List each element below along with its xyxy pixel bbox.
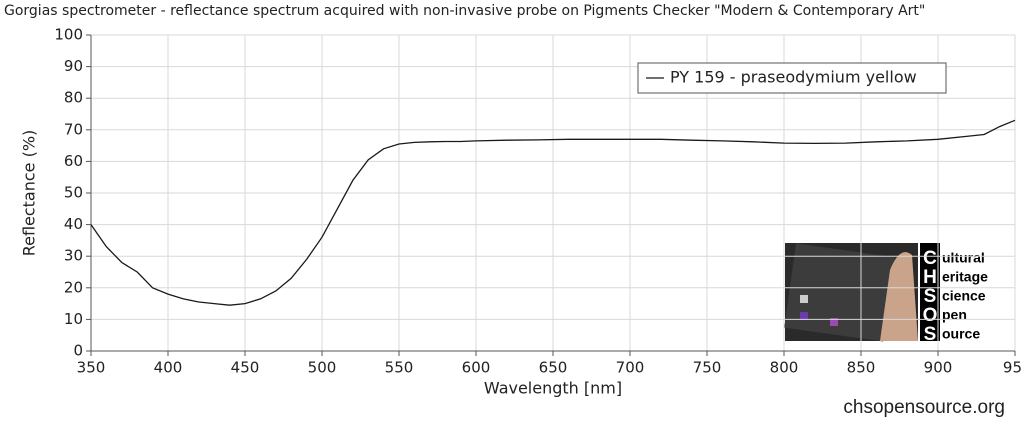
logo-photo-hand — [880, 252, 918, 341]
x-tick-label: 500 — [308, 359, 337, 377]
x-tick-label: 600 — [462, 359, 491, 377]
chart-title: Gorgias spectrometer - reflectance spect… — [4, 3, 925, 19]
x-tick-label: 800 — [770, 359, 799, 377]
x-tick-label: 900 — [924, 359, 953, 377]
logo-photo-swatch — [830, 318, 838, 326]
logo-word: ource — [942, 326, 980, 342]
logo-letter: C — [923, 248, 937, 269]
y-tick-label: 20 — [64, 278, 83, 296]
legend-label: PY 159 - praseodymium yellow — [670, 68, 917, 87]
x-tick-label: 450 — [231, 359, 260, 377]
x-axis-label: Wavelength [nm] — [484, 379, 622, 398]
y-tick-label: 50 — [64, 184, 83, 202]
y-axis-label: Reflectance (%) — [20, 130, 39, 257]
x-tick-label: 750 — [693, 359, 722, 377]
x-tick-label: 350 — [77, 359, 106, 377]
logo-photo-card — [784, 243, 896, 342]
x-tick-label: 650 — [539, 359, 568, 377]
logo-letter: S — [924, 286, 937, 307]
x-tick-label: 400 — [154, 359, 183, 377]
logo-word: ultural — [942, 250, 985, 266]
legend-box — [637, 62, 947, 94]
x-tick-label: 95 — [1003, 359, 1022, 377]
logo-word: eritage — [942, 269, 988, 285]
logo-word: pen — [942, 307, 967, 323]
y-tick-label: 60 — [64, 152, 83, 170]
y-tick-label: 90 — [64, 57, 83, 75]
logo-word: cience — [942, 288, 986, 304]
y-tick-label: 30 — [64, 247, 83, 265]
logo-photo-swatch — [800, 312, 808, 320]
y-tick-label: 40 — [64, 215, 83, 233]
x-tick-label: 550 — [385, 359, 414, 377]
logo-letter: H — [923, 267, 937, 288]
y-tick-label: 0 — [73, 342, 83, 360]
website: chsopensource.org — [843, 397, 1005, 418]
logo-letter: O — [923, 305, 938, 326]
y-tick-label: 80 — [64, 89, 83, 107]
logo-photo-swatch — [800, 295, 808, 303]
x-tick-label: 700 — [616, 359, 645, 377]
y-tick-label: 70 — [64, 120, 83, 138]
x-tick-label: 850 — [847, 359, 876, 377]
line-series — [90, 119, 1016, 306]
y-tick-label: 100 — [54, 26, 83, 44]
logo-letter-bar — [920, 243, 940, 341]
logo-letter: S — [924, 324, 937, 345]
y-tick-label: 10 — [64, 310, 83, 328]
